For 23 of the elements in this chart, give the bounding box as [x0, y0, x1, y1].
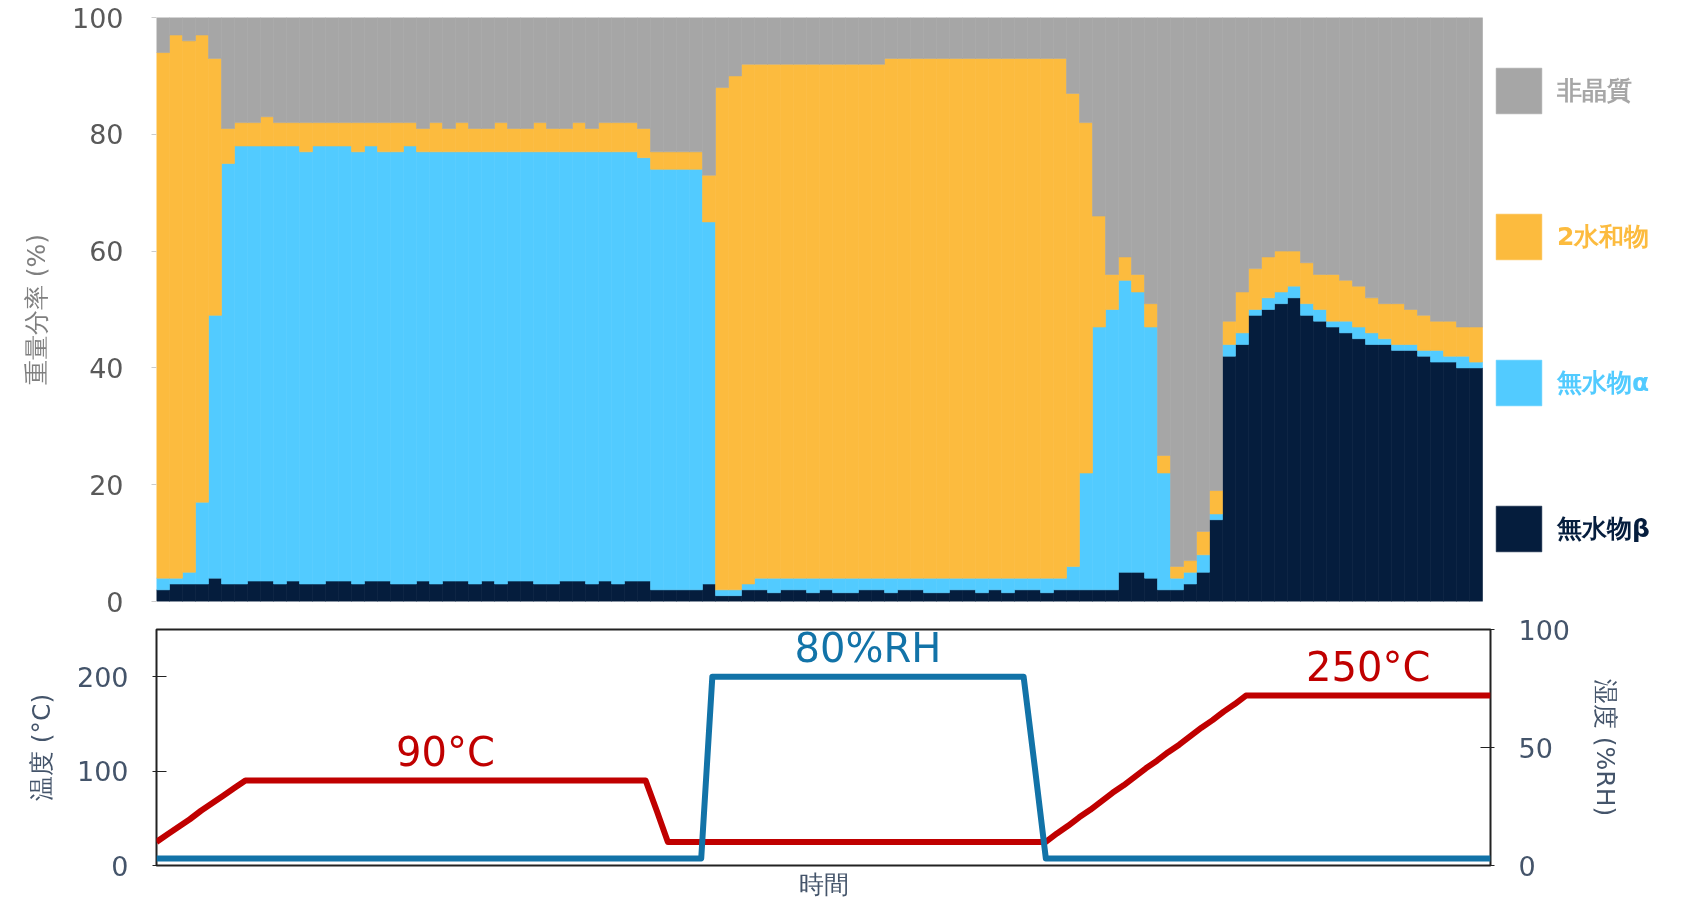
legend-label: 無水物α: [1557, 366, 1650, 399]
y-tick-label: 80: [89, 119, 124, 151]
y-tick-label: 20: [89, 469, 124, 501]
legend-label: 2水和物: [1557, 220, 1650, 253]
y-tick-label: 200: [76, 661, 129, 693]
annotation: 80%RH: [794, 624, 942, 671]
legend-label: 非晶質: [1557, 74, 1632, 107]
y-tick-label: 40: [89, 352, 124, 384]
x-axis-title: 時間: [798, 869, 849, 899]
y-tick-label: 100: [76, 756, 129, 788]
y-tick-label: 60: [89, 236, 124, 268]
legend-label: 無水物β: [1557, 512, 1650, 545]
y-axis-title: 温度 (°C): [26, 693, 56, 802]
y2-tick-label: 0: [1518, 850, 1536, 882]
y2-tick-label: 100: [1518, 614, 1571, 646]
y2-tick-label: 50: [1518, 732, 1553, 764]
y-tick-label: 0: [111, 850, 129, 882]
annotation: 90°C: [396, 728, 495, 775]
y-tick-label: 100: [71, 2, 124, 34]
annotation: 250°C: [1306, 643, 1431, 690]
y-tick-label: 0: [106, 586, 124, 618]
y-axis-title: 重量分率 (%): [21, 233, 51, 386]
y2-axis-title: 湿度 (%RH): [1591, 678, 1621, 817]
